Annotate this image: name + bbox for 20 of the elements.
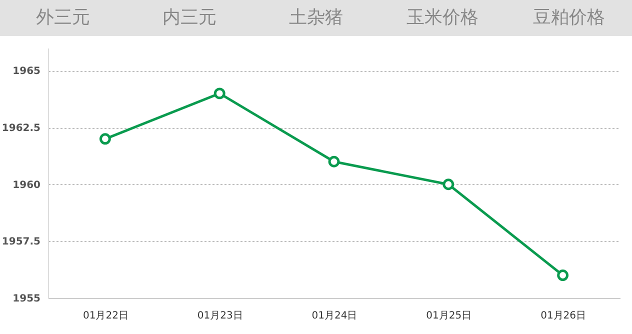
x-tick-label: 01月25日 bbox=[426, 310, 472, 322]
y-tick-label: 1957.5 bbox=[2, 236, 41, 248]
point bbox=[99, 133, 111, 145]
point bbox=[557, 270, 569, 281]
x-tick-label: 01月23日 bbox=[197, 310, 243, 322]
y-tick-label: 1965 bbox=[12, 66, 41, 78]
text: 外三元 bbox=[36, 7, 90, 28]
point bbox=[214, 88, 226, 100]
x-tick-label: 01月24日 bbox=[312, 310, 358, 322]
text: 内三元 bbox=[162, 7, 217, 28]
point bbox=[442, 178, 454, 190]
x-tick-label: 01月22日 bbox=[82, 310, 128, 322]
y-tick-label: 1962.5 bbox=[2, 123, 41, 134]
text: 玉米价格 bbox=[406, 7, 478, 28]
y-tick-label: 1955 bbox=[12, 294, 41, 304]
x-tick-label: 01月26日 bbox=[540, 310, 586, 322]
text: 豆粕价格 bbox=[532, 7, 605, 28]
point bbox=[328, 156, 340, 168]
text: 土杂猪 bbox=[289, 7, 343, 28]
y-tick-label: 1960 bbox=[12, 180, 41, 191]
